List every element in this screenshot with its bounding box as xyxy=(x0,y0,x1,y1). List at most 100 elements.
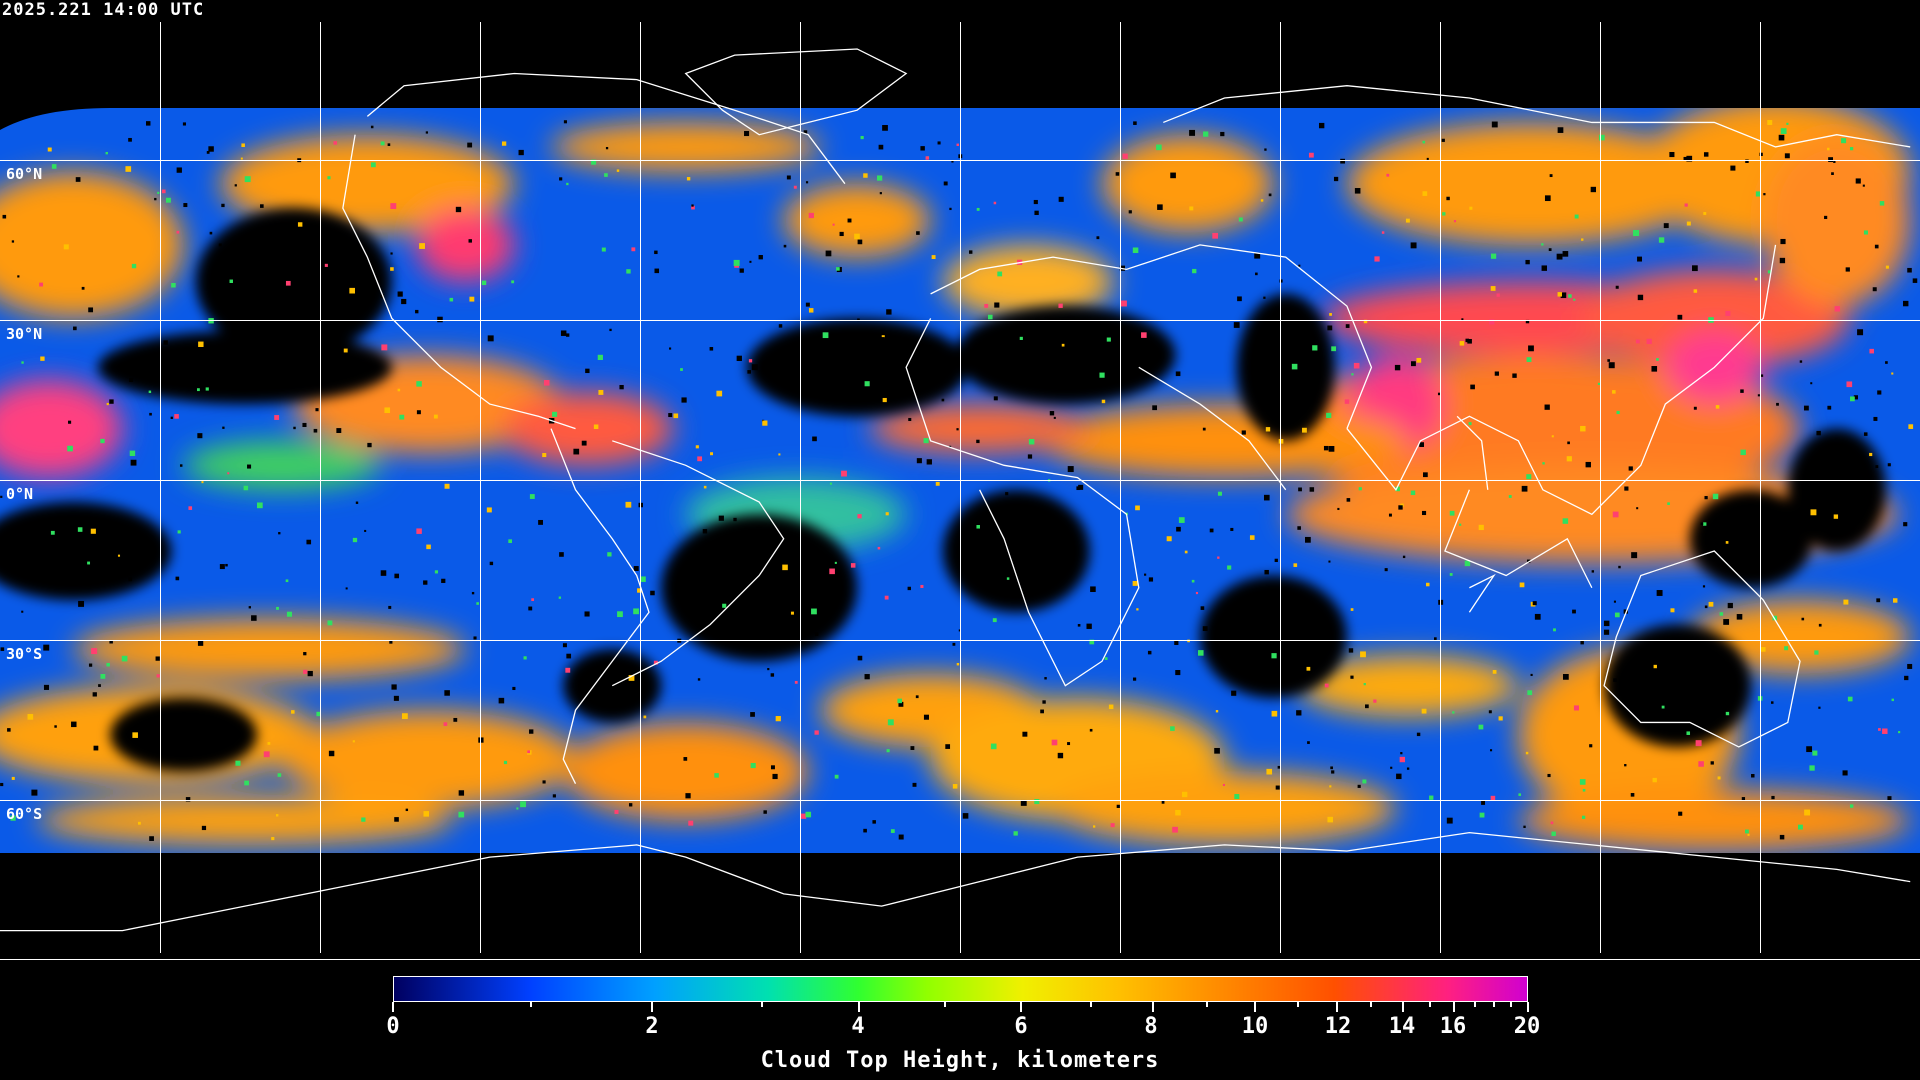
speckle xyxy=(1747,833,1750,836)
speckle xyxy=(1042,700,1046,704)
speckle xyxy=(923,438,929,444)
speckle xyxy=(370,125,374,129)
speckle xyxy=(1309,487,1315,492)
speckle xyxy=(1834,306,1840,312)
speckle xyxy=(1736,614,1743,620)
speckle xyxy=(710,452,714,456)
speckle xyxy=(434,570,439,574)
speckle xyxy=(293,426,296,430)
speckle xyxy=(1534,613,1541,620)
speckle xyxy=(206,151,210,154)
speckle xyxy=(640,576,646,582)
speckle xyxy=(1170,726,1175,731)
speckle xyxy=(1855,178,1861,184)
speckle xyxy=(1827,147,1830,151)
coastline xyxy=(686,49,906,135)
cloud-mass xyxy=(1518,789,1911,852)
speckle xyxy=(1850,396,1855,402)
speckle xyxy=(88,663,93,667)
speckle xyxy=(1512,373,1517,378)
speckle xyxy=(529,729,534,734)
speckle xyxy=(256,353,260,356)
speckle xyxy=(1556,253,1563,260)
speckle xyxy=(71,721,77,728)
speckle xyxy=(1078,484,1084,490)
coastline xyxy=(367,73,845,183)
speckle xyxy=(21,361,24,364)
speckle xyxy=(814,730,819,735)
speckle xyxy=(565,667,571,673)
speckle xyxy=(1498,716,1503,721)
colorbar-tick xyxy=(1297,1002,1300,1007)
colorbar-tick xyxy=(1151,1002,1154,1012)
speckle xyxy=(563,120,567,124)
speckle xyxy=(244,176,251,183)
speckle xyxy=(956,428,959,431)
timestamp: 2025.221 14:00 UTC xyxy=(2,0,205,20)
speckle xyxy=(736,355,742,362)
speckle xyxy=(1780,544,1787,550)
speckle xyxy=(863,828,867,833)
speckle xyxy=(1636,507,1639,510)
speckle xyxy=(121,655,128,662)
speckle xyxy=(1590,186,1597,193)
speckle xyxy=(747,370,751,374)
colorbar-tick xyxy=(1401,1002,1404,1012)
speckle xyxy=(1833,514,1839,519)
speckle xyxy=(854,233,860,240)
speckle xyxy=(1784,646,1789,651)
speckle xyxy=(156,674,160,678)
clear-sky-area xyxy=(942,489,1090,613)
speckle xyxy=(498,697,505,704)
speckle xyxy=(1230,527,1234,531)
speckle xyxy=(805,811,812,818)
speckle xyxy=(952,642,956,646)
speckle xyxy=(241,143,245,148)
speckle xyxy=(1812,750,1818,756)
speckle xyxy=(148,390,152,394)
speckle xyxy=(1132,580,1138,586)
speckle xyxy=(1051,739,1058,746)
speckle xyxy=(196,388,200,392)
speckle xyxy=(68,420,72,424)
speckle xyxy=(1525,259,1530,265)
speckle xyxy=(703,485,707,489)
speckle xyxy=(1141,332,1147,338)
speckle xyxy=(1544,404,1550,410)
speckle xyxy=(1133,121,1137,125)
lat-label-0n: 0°N xyxy=(6,485,34,503)
speckle xyxy=(1708,317,1714,323)
speckle xyxy=(197,640,204,646)
speckle xyxy=(637,588,642,593)
speckle xyxy=(423,811,429,817)
speckle xyxy=(130,459,137,466)
speckle xyxy=(668,413,673,418)
speckle xyxy=(691,205,695,210)
speckle xyxy=(1810,382,1813,385)
speckle xyxy=(481,280,487,286)
speckle xyxy=(1562,251,1569,257)
speckle xyxy=(364,529,367,532)
speckle xyxy=(1857,329,1864,336)
graticule xyxy=(0,22,1920,960)
speckle xyxy=(1231,690,1237,696)
speckle xyxy=(945,744,951,749)
speckle xyxy=(47,147,52,152)
speckle xyxy=(631,247,636,252)
speckle xyxy=(225,563,228,567)
speckle xyxy=(1646,338,1652,345)
speckle xyxy=(1656,358,1659,361)
colorbar-title: Cloud Top Height, kilometers xyxy=(760,1048,1160,1073)
colorbar xyxy=(393,976,1528,1002)
speckle xyxy=(1651,366,1658,372)
cloud-mass xyxy=(502,391,674,466)
speckle xyxy=(1678,811,1683,816)
speckle xyxy=(1573,705,1579,711)
speckle xyxy=(949,207,952,211)
speckle xyxy=(1703,152,1709,157)
speckle xyxy=(673,413,679,419)
colorbar-tick-label: 8 xyxy=(1144,1014,1158,1039)
colorbar-tick xyxy=(651,1002,654,1012)
cloud-mass xyxy=(551,122,821,172)
speckle xyxy=(233,266,238,270)
